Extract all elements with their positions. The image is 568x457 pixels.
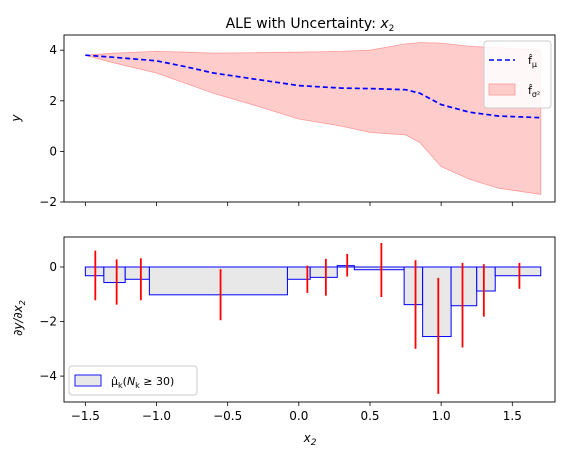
bin-bar	[476, 266, 496, 292]
top-panel: ALE with Uncertainty: x2 y −2 0 2 4 f̂μ f̂σ…	[9, 16, 556, 209]
bottom-x-ticks: −1.5 −1.0 −0.5 0.0 0.5 1.0 1.5	[71, 402, 522, 423]
legend-bin-label: μ̂k(Nk ≥ 30)	[111, 375, 174, 390]
top-ylabel: y	[9, 114, 23, 123]
bin-bar	[124, 266, 150, 280]
bin-bar	[403, 266, 424, 306]
bin-bar	[309, 266, 338, 278]
top-x-ticks	[84, 202, 513, 206]
bin-bar	[148, 266, 288, 296]
bottom-y-ticks: −4 −2 0	[39, 260, 64, 383]
bottom-y-tick-label: 0	[49, 260, 57, 274]
bin-bar	[450, 266, 478, 307]
bottom-x-tick-label: 1.5	[503, 409, 522, 423]
bottom-y-tick-label: −4	[39, 369, 57, 383]
uncertainty-band-layer	[85, 42, 542, 195]
mean-line-layer	[85, 54, 541, 119]
top-legend: f̂μ f̂σ²	[483, 40, 552, 109]
top-y-ticks: −2 0 2 4	[39, 43, 64, 209]
top-y-tick-label: 2	[49, 94, 57, 108]
bin-bars-layer	[84, 265, 542, 338]
bottom-plot-frame	[63, 236, 556, 403]
top-legend-box	[483, 40, 552, 109]
bottom-x-tick-label: 0.5	[360, 409, 379, 423]
bottom-x-tick-label: −1.0	[142, 409, 171, 423]
bin-bar	[494, 266, 542, 277]
mean-line	[85, 54, 541, 119]
top-y-tick-label: 4	[49, 43, 57, 57]
bottom-ylabel: ∂y/∂x2	[11, 300, 27, 336]
bottom-x-tick-label: 0.0	[289, 409, 308, 423]
error-bars-layer	[94, 243, 521, 394]
bin-bar	[353, 266, 405, 271]
top-y-tick-label: 0	[49, 144, 57, 158]
bottom-x-tick-label: −1.5	[71, 409, 100, 423]
bottom-legend: μ̂k(Nk ≥ 30)	[68, 365, 198, 396]
bottom-x-tick-label: −0.5	[213, 409, 242, 423]
bottom-legend-box	[68, 365, 198, 396]
bottom-panel: ∂y/∂x2 x2 −4 −2 0 −1.5 −1.0 −0.5 0.0 0.5 1.0 1.5…	[11, 236, 556, 448]
bottom-y-tick-label: −2	[39, 315, 57, 329]
legend-bin-swatch	[74, 374, 102, 387]
bin-bar	[336, 265, 355, 268]
legend-band-swatch	[488, 83, 516, 96]
top-title: ALE with Uncertainty: x2	[226, 16, 395, 34]
bottom-xlabel: x2	[303, 431, 317, 448]
bin-bar	[422, 266, 452, 338]
legend-mean-label: f̂μ	[528, 54, 537, 69]
top-y-tick-label: −2	[39, 195, 57, 209]
bottom-x-tick-label: 1.0	[432, 409, 451, 423]
uncertainty-band	[85, 42, 542, 195]
top-plot-frame	[63, 34, 556, 203]
bin-bar	[103, 266, 126, 284]
